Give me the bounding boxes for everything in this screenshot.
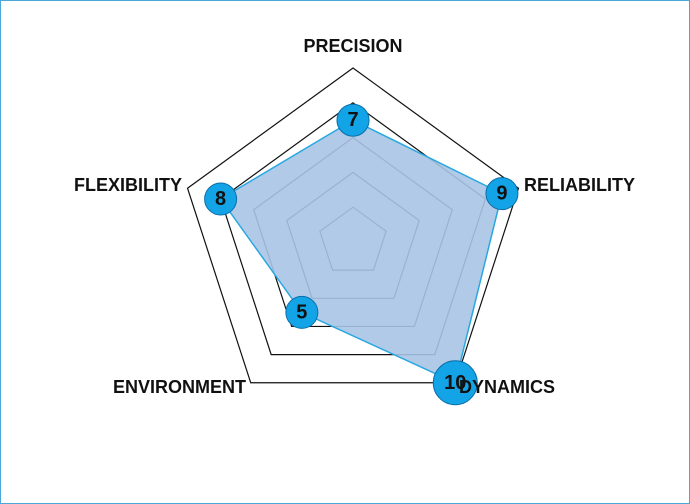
value-label-reliability: 9 (496, 183, 507, 205)
series-area (219, 119, 503, 384)
axis-label-dynamics: DYNAMICS (459, 377, 555, 397)
radar-axis-labels: PRECISION RELIABILITY DYNAMICS ENVIRONMENT F… (74, 36, 635, 397)
radar-markers: 7 9 10 5 8 (204, 103, 519, 406)
value-label-flexibility: 8 (215, 188, 226, 210)
value-label-environment: 5 (296, 301, 307, 323)
value-marker-precision (336, 103, 370, 137)
value-marker-reliability (485, 177, 519, 211)
axis-label-reliability: RELIABILITY (524, 175, 635, 195)
grid-ring-10 (186, 67, 520, 384)
value-label-precision: 7 (347, 109, 358, 131)
radar-series (219, 119, 503, 384)
value-marker-flexibility (204, 182, 238, 216)
axis-label-precision: PRECISION (303, 36, 402, 56)
value-marker-dynamics (432, 360, 478, 406)
axis-label-environment: ENVIRONMENT (113, 377, 246, 397)
value-marker-environment (285, 295, 319, 329)
value-label-dynamics: 10 (444, 372, 466, 394)
axis-label-flexibility: FLEXIBILITY (74, 175, 182, 195)
